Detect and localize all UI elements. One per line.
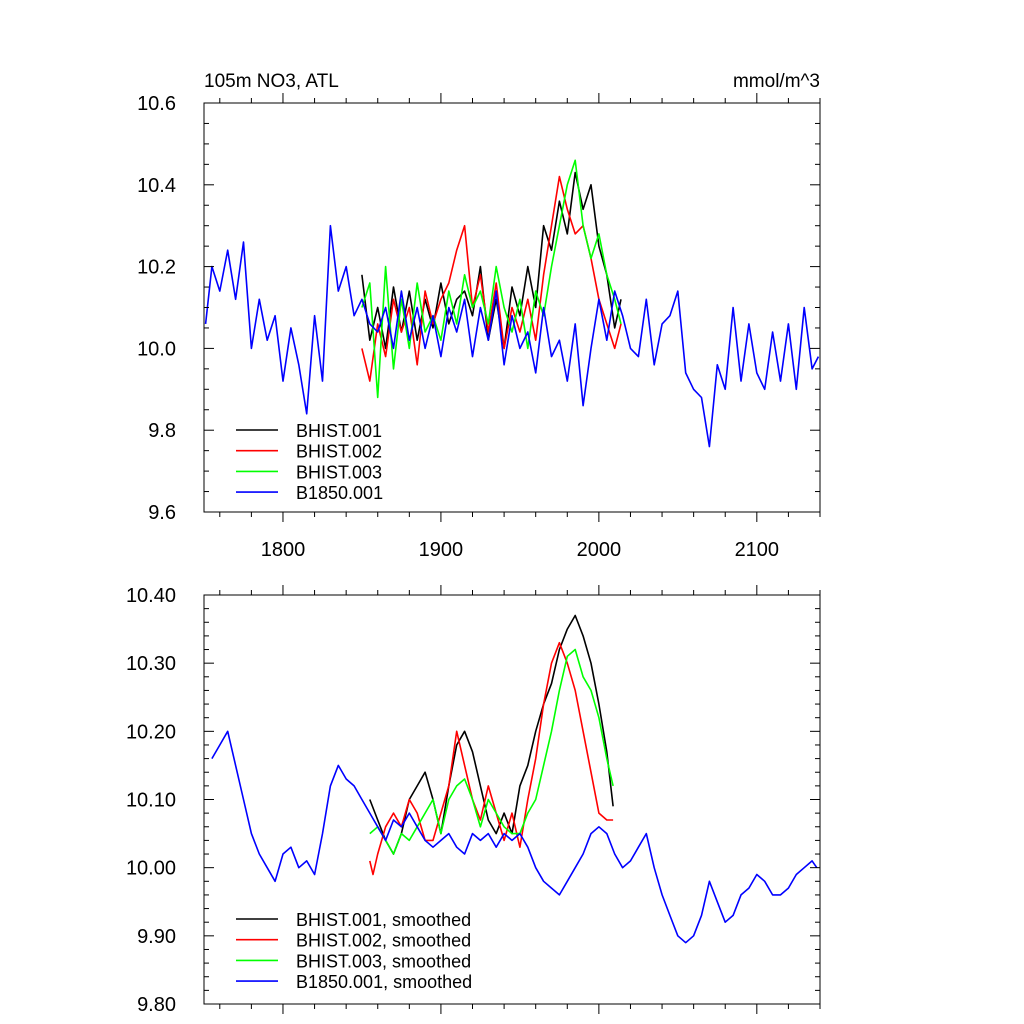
bottom-y-tick-label: 10.10 xyxy=(126,790,176,812)
bottom-series-line-2 xyxy=(369,641,614,876)
bottom-series-line-1 xyxy=(369,614,614,855)
top-x-tick-label: 2000 xyxy=(577,539,622,561)
bottom-legend-label: B1850.001, smoothed xyxy=(296,972,472,992)
top-legend-label: BHIST.001 xyxy=(296,421,382,441)
top-panel: 105m NO3, ATL mmol/m^3 9.6 9.8 10.0 10.2 10.… xyxy=(137,71,821,561)
top-x-tick-label: 1800 xyxy=(261,539,306,561)
top-chart-units: mmol/m^3 xyxy=(733,71,820,92)
top-chart-title: 105m NO3, ATL xyxy=(204,71,339,92)
top-y-tick-label: 10.6 xyxy=(137,93,176,115)
top-x-tick-label: 2100 xyxy=(735,539,780,561)
bottom-panel: 9.80 9.90 10.00 10.10 10.20 10.30 10.40 BHIST.0… xyxy=(126,585,821,1016)
bottom-y-tick-label: 10.30 xyxy=(126,653,176,675)
bottom-y-tick-label: 10.00 xyxy=(126,858,176,880)
bottom-legend-label: BHIST.001, smoothed xyxy=(296,910,471,930)
top-y-tick-label: 9.8 xyxy=(148,420,176,442)
bottom-y-tick-label: 9.80 xyxy=(137,994,176,1016)
bottom-y-tick-label: 10.40 xyxy=(126,585,176,607)
top-series-line-4 xyxy=(204,224,820,448)
top-series-line-3 xyxy=(361,159,622,399)
top-y-tick-label: 10.2 xyxy=(137,257,176,279)
top-y-tick-label: 10.0 xyxy=(137,338,176,360)
bottom-y-tick-label: 9.90 xyxy=(137,926,176,948)
top-y-tick-label: 10.4 xyxy=(137,175,176,197)
top-legend-label: B1850.001 xyxy=(296,483,383,503)
bottom-series-line-3 xyxy=(369,648,614,855)
top-legend-label: BHIST.002 xyxy=(296,442,382,462)
top-legend-label: BHIST.003 xyxy=(296,462,382,482)
bottom-y-tick-label: 10.20 xyxy=(126,721,176,743)
bottom-series-line-4 xyxy=(211,730,818,944)
bottom-legend-label: BHIST.002, smoothed xyxy=(296,931,471,951)
top-x-tick-label: 1900 xyxy=(419,539,464,561)
bottom-legend-label: BHIST.003, smoothed xyxy=(296,951,471,971)
top-y-tick-label: 9.6 xyxy=(148,502,176,524)
